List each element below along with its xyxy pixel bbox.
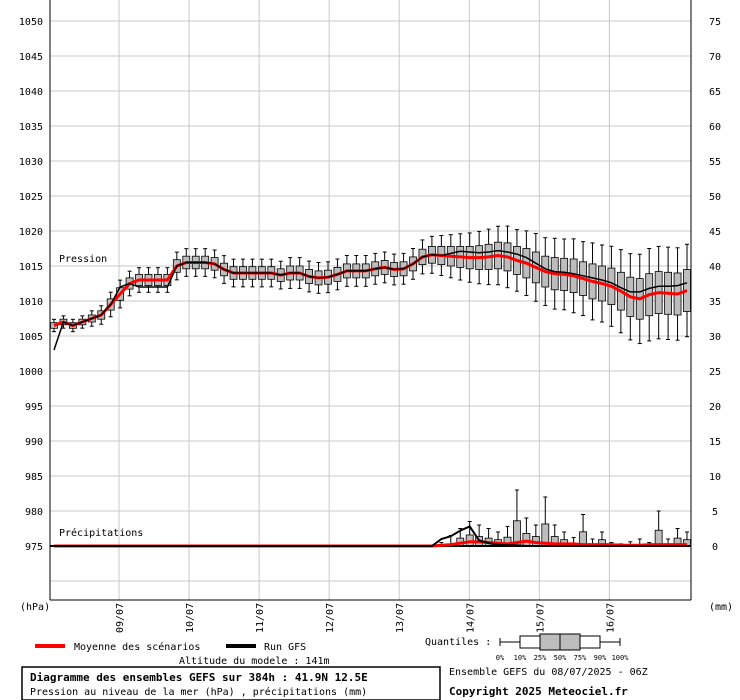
y-right-tick-label: 5 (712, 507, 718, 518)
pressure-gfs-line (53, 249, 688, 351)
y-left-tick-label: 1010 (19, 297, 43, 308)
y-right-tick-label: 75 (709, 17, 721, 28)
y-right-tick-label: 10 (709, 472, 721, 483)
series-lines (50, 249, 691, 548)
x-tick-label: 11/07 (255, 603, 266, 633)
quantile-tick-label: 90% (594, 654, 607, 662)
y-right-tick-label: 15 (709, 437, 721, 448)
y-right-tick-label: 0 (712, 542, 718, 553)
y-left-tick-label: 975 (25, 542, 43, 553)
y-left-tick-label: 995 (25, 402, 43, 413)
y-left-tick-label: 1040 (19, 87, 43, 98)
y-right-tick-label: 60 (709, 122, 721, 133)
quantiles-legend: Quantiles : 0% 10% 25% 50% 75% 90% 100% (425, 633, 629, 662)
y-axis-right: 0 5 10 15 20 25 30 35 40 45 50 55 60 65 70 75 (709, 17, 721, 553)
y-axis-left: 975 980 985 990 995 1000 1005 1010 1015 1020 1025 1… (19, 17, 43, 553)
y-right-tick-label: 50 (709, 192, 721, 203)
y-left-tick-label: 985 (25, 472, 43, 483)
y-right-tick-label: 20 (709, 402, 721, 413)
y-left-tick-label: 1000 (19, 367, 43, 378)
legend-gfs-label: Run GFS (264, 642, 306, 653)
x-tick-label: 14/07 (465, 603, 476, 633)
quantile-tick-label: 50% (554, 654, 567, 662)
y-left-tick-label: 980 (25, 507, 43, 518)
x-tick-label: 10/07 (185, 603, 196, 633)
quantiles-label: Quantiles : (425, 637, 491, 648)
y-left-tick-label: 1050 (19, 17, 43, 28)
y-left-tick-label: 1025 (19, 192, 43, 203)
y-right-tick-label: 40 (709, 262, 721, 273)
chart-subtitle: Pression au niveau de la mer (hPa) , pré… (30, 686, 367, 698)
y-left-tick-label: 1035 (19, 122, 43, 133)
quantile-tick-label: 100% (612, 654, 630, 662)
altitude-label: Altitude du modele : 141m (179, 656, 330, 667)
y-right-axis-label: (mm) (709, 602, 733, 613)
x-tick-label: 16/07 (605, 603, 616, 633)
precip-gfs-line (54, 525, 687, 547)
y-right-tick-label: 65 (709, 87, 721, 98)
y-right-tick-label: 45 (709, 227, 721, 238)
title-box (21, 666, 441, 700)
y-left-tick-label: 1045 (19, 52, 43, 63)
precip-box (513, 489, 521, 547)
legend-mean-label: Moyenne des scénarios (74, 641, 200, 653)
ensemble-run-label: Ensemble GEFS du 08/07/2025 - 06Z (449, 667, 648, 678)
y-left-tick-label: 1005 (19, 332, 43, 343)
quantile-tick-label: 75% (574, 654, 587, 662)
y-right-tick-label: 55 (709, 157, 721, 168)
quantile-tick-label: 25% (534, 654, 547, 662)
quantile-tick-label: 10% (514, 654, 527, 662)
y-left-tick-label: 1020 (19, 227, 43, 238)
y-left-axis-label: (hPa) (20, 602, 50, 613)
y-left-tick-label: 1015 (19, 262, 43, 273)
x-tick-label: 15/07 (535, 603, 546, 633)
y-left-tick-label: 1030 (19, 157, 43, 168)
x-axis: 09/07 10/07 11/07 12/07 13/07 14/07 15/07 16/07 (115, 603, 616, 633)
chart-title: Diagramme des ensembles GEFS sur 384h : … (30, 671, 368, 684)
x-tick-label: 09/07 (115, 603, 126, 633)
precip-annotation: Précipitations (59, 527, 143, 539)
pressure-annotation: Pression (59, 254, 107, 265)
copyright-label: Copyright 2025 Meteociel.fr (449, 685, 628, 698)
x-tick-label: 12/07 (325, 603, 336, 633)
x-tick-label: 13/07 (395, 603, 406, 633)
y-right-tick-label: 35 (709, 297, 721, 308)
quantile-tick-labels: 0% 10% 25% 50% 75% 90% 100% (496, 654, 629, 662)
legend: Moyenne des scénarios Run GFS (35, 641, 306, 653)
y-left-tick-label: 990 (25, 437, 43, 448)
y-right-tick-label: 25 (709, 367, 721, 378)
quantile-tick-label: 0% (496, 654, 505, 662)
y-right-tick-label: 70 (709, 52, 721, 63)
y-right-tick-label: 30 (709, 332, 721, 343)
